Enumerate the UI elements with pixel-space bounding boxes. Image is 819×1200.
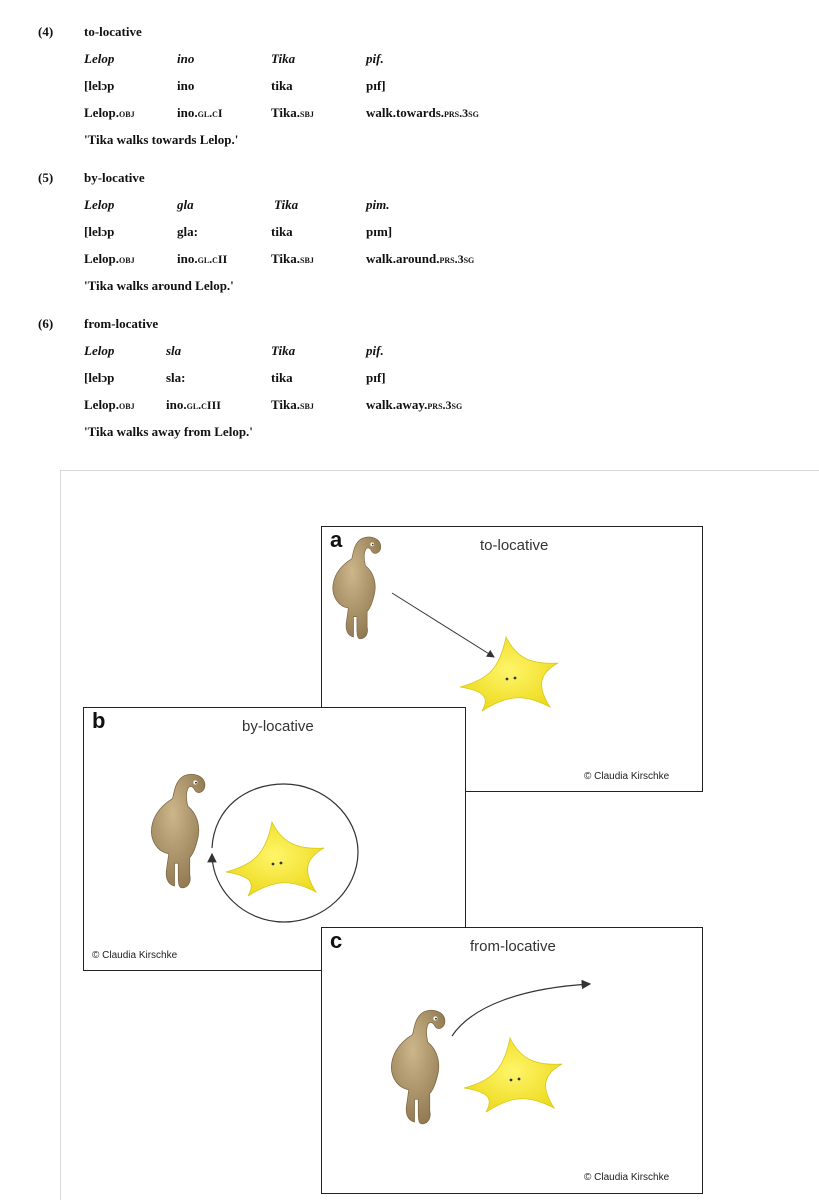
figure-frame: [60, 470, 819, 1200]
ipa-word-3: tika: [271, 370, 293, 385]
gloss-word-3: Tika: [271, 51, 296, 66]
morph-gloss-4: walk.away.prs.3sg: [366, 397, 463, 412]
ipa-word-3: tika: [271, 224, 293, 239]
tika-star-icon: [225, 821, 325, 897]
panel-title: by-locative: [242, 718, 314, 735]
gloss-word-2: ino: [177, 51, 195, 66]
gloss-word-1: Lelop: [84, 197, 115, 212]
copyright-credit: © Claudia Kirschke: [92, 950, 178, 961]
ipa-word-2: gla:: [177, 224, 198, 239]
morph-gloss-2: ino.gl.cII: [177, 251, 228, 266]
lelop-creature-icon: [390, 1009, 446, 1125]
morph-gloss-3: Tika.sbj: [271, 105, 314, 120]
tika-star-icon: [463, 1037, 563, 1113]
gloss-word-4: pif.: [366, 343, 384, 358]
morph-gloss-1: Lelop.obj: [84, 251, 135, 266]
panel-letter: c: [330, 928, 343, 953]
morph-gloss-4: walk.towards.prs.3sg: [366, 105, 479, 120]
morph-gloss-4: walk.around.prs.3sg: [366, 251, 475, 266]
panel-c-illustration: [390, 979, 592, 1125]
ipa-word-1: [lelɔp: [84, 224, 115, 239]
morph-gloss-2: ino.gl.cIII: [166, 397, 221, 412]
translation: 'Tika walks around Lelop.': [84, 278, 234, 293]
morph-gloss-1: Lelop.obj: [84, 105, 135, 120]
ipa-word-1: [lelɔp: [84, 78, 115, 93]
copyright-credit: © Claudia Kirschke: [584, 1172, 670, 1183]
ipa-word-4: pɪf]: [366, 78, 386, 93]
ipa-word-1: [lelɔp: [84, 370, 115, 385]
example-title: by-locative: [84, 170, 145, 185]
ipa-word-3: tika: [271, 78, 293, 93]
translation: 'Tika walks away from Lelop.': [84, 424, 253, 439]
morph-gloss-2: ino.gl.cI: [177, 105, 223, 120]
example-number: (4): [38, 24, 54, 39]
copyright-credit: © Claudia Kirschke: [584, 771, 670, 782]
morph-gloss-3: Tika.sbj: [271, 397, 314, 412]
around-arrow-icon: [207, 783, 359, 923]
panel-letter: a: [330, 527, 343, 552]
example-title: from-locative: [84, 316, 159, 331]
translation: 'Tika walks towards Lelop.': [84, 132, 239, 147]
gloss-word-4: pim.: [366, 197, 390, 212]
example-title: to-locative: [84, 24, 142, 39]
panel-title: to-locative: [480, 537, 549, 554]
morph-gloss-3: Tika.sbj: [271, 251, 314, 266]
example-number: (5): [38, 170, 54, 185]
gloss-word-3: Tika: [271, 343, 296, 358]
gloss-word-4: pif.: [366, 51, 384, 66]
panel-letter: b: [92, 708, 106, 733]
example-number: (6): [38, 316, 54, 331]
away-arrow-icon: [451, 979, 592, 1037]
panel-a-illustration: [332, 536, 559, 712]
lelop-creature-icon: [150, 773, 206, 889]
panel-title: from-locative: [470, 938, 556, 955]
ipa-word-4: pɪm]: [366, 224, 393, 239]
ipa-word-2: sla:: [166, 370, 186, 385]
ipa-word-2: ino: [177, 78, 195, 93]
gloss-word-1: Lelop: [84, 51, 115, 66]
panel-c: c from-locative © Claudia Kirschke: [321, 927, 703, 1194]
panel-b-illustration: [150, 773, 359, 923]
gloss-word-3: Tika: [274, 197, 299, 212]
tika-star-icon: [459, 636, 559, 712]
gloss-word-1: Lelop: [84, 343, 115, 358]
gloss-word-2: sla: [166, 343, 182, 358]
ipa-word-4: pɪf]: [366, 370, 386, 385]
to-arrow-icon: [391, 592, 495, 658]
lelop-creature-icon: [332, 536, 382, 640]
gloss-word-2: gla: [177, 197, 194, 212]
morph-gloss-1: Lelop.obj: [84, 397, 135, 412]
